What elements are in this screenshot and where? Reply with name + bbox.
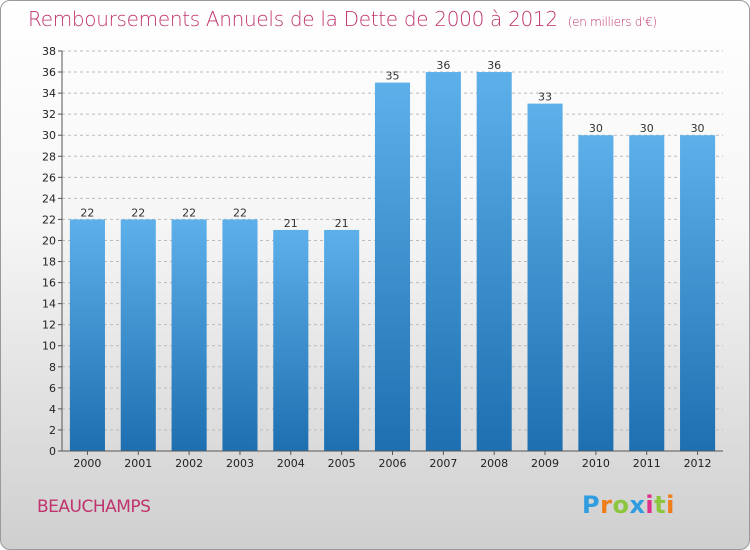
bar: [69, 219, 105, 451]
data-label: 30: [691, 122, 705, 135]
y-tick-label: 6: [49, 382, 56, 395]
x-tick-label: 2005: [328, 457, 356, 470]
y-tick-label: 26: [42, 171, 56, 184]
data-labels: 22 22 22 22 21 21 35 36 36 33 30 30 30: [80, 59, 704, 230]
bar: [222, 219, 258, 451]
logo-letter: r: [600, 491, 613, 519]
y-tick-label: 22: [42, 213, 56, 226]
data-label: 21: [284, 217, 298, 230]
data-label: 22: [80, 206, 94, 219]
logo-letter: i: [645, 491, 655, 519]
y-tick-label: 38: [42, 45, 56, 58]
bar: [171, 219, 207, 451]
y-tick-label: 28: [42, 150, 56, 163]
bar: [374, 82, 411, 451]
chart-unit: (en milliers d'€): [567, 15, 657, 29]
y-tick-label: 36: [42, 66, 56, 79]
bar: [324, 229, 360, 451]
y-tick-label: 24: [42, 192, 56, 205]
x-tick-label: 2003: [226, 457, 254, 470]
data-label: 35: [386, 70, 400, 83]
x-tick-label: 2006: [379, 457, 407, 470]
y-tick-label: 2: [49, 424, 56, 437]
bars: [69, 72, 716, 452]
y-tick-label: 18: [42, 256, 56, 269]
logo-letter: P: [582, 491, 601, 519]
bar: [273, 229, 309, 451]
data-label: 22: [182, 206, 196, 219]
x-tick-label: 2010: [582, 457, 610, 470]
commune-name: BEAUCHAMPS: [37, 497, 151, 517]
logo-letter: t: [654, 491, 667, 519]
x-tick-label: 2004: [277, 457, 305, 470]
bar: [629, 135, 665, 452]
bar: [527, 103, 563, 451]
y-tick-label: 10: [42, 340, 56, 353]
x-tick-label: 2012: [684, 457, 712, 470]
x-tick-label: 2001: [124, 457, 152, 470]
data-label: 22: [131, 206, 145, 219]
logo-letter: o: [612, 491, 630, 519]
y-tick-label: 8: [49, 361, 56, 374]
data-label: 30: [589, 122, 603, 135]
y-tick-label: 0: [49, 445, 56, 458]
bar: [425, 72, 461, 451]
x-tick-label: 2008: [480, 457, 508, 470]
y-tick-label: 20: [42, 234, 56, 247]
y-tick-label: 14: [42, 298, 56, 311]
data-label: 36: [436, 59, 450, 72]
data-label: 21: [335, 217, 349, 230]
chart-title-text: Remboursements Annuels de la Dette de 20…: [28, 7, 558, 31]
x-tick-label: 2007: [429, 457, 457, 470]
y-tick-label: 30: [42, 129, 56, 142]
y-tick-label: 16: [42, 277, 56, 290]
x-tick-label: 2002: [175, 457, 203, 470]
data-label: 33: [538, 91, 552, 104]
y-tick-label: 32: [42, 108, 56, 121]
y-tick-label: 34: [42, 87, 56, 100]
logo-letter: i: [666, 491, 675, 519]
data-label: 36: [487, 59, 501, 72]
bar: [120, 219, 156, 451]
x-tick-label: 2000: [73, 457, 101, 470]
x-tick-label: 2011: [633, 457, 661, 470]
chart-title: Remboursements Annuels de la Dette de 20…: [28, 7, 657, 31]
y-tick-label: 4: [49, 403, 56, 416]
proxiti-logo[interactable]: Proxiti: [582, 491, 675, 519]
bar: [578, 135, 614, 452]
y-tick-label: 12: [42, 319, 56, 332]
data-label: 30: [640, 122, 654, 135]
x-tick-label: 2009: [531, 457, 559, 470]
bar: [476, 72, 512, 451]
bar: [680, 135, 716, 452]
logo-letter: x: [629, 491, 646, 519]
data-label: 22: [233, 206, 247, 219]
